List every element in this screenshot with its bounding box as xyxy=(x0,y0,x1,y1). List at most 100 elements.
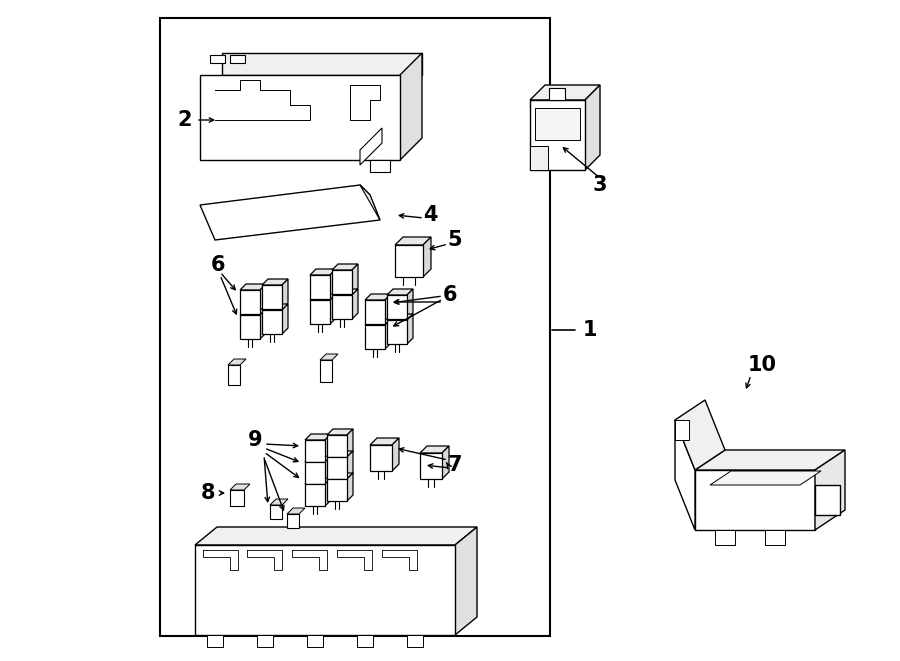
Polygon shape xyxy=(370,438,399,445)
Polygon shape xyxy=(207,635,223,647)
Polygon shape xyxy=(240,309,266,315)
Polygon shape xyxy=(270,499,288,505)
Polygon shape xyxy=(387,314,413,320)
Polygon shape xyxy=(347,473,353,501)
Polygon shape xyxy=(200,75,400,160)
Polygon shape xyxy=(675,400,725,470)
Text: 6: 6 xyxy=(443,285,457,305)
Polygon shape xyxy=(222,53,422,75)
Polygon shape xyxy=(230,484,250,490)
Text: 7: 7 xyxy=(448,455,463,475)
Polygon shape xyxy=(320,360,332,382)
Polygon shape xyxy=(287,508,305,514)
Polygon shape xyxy=(395,245,423,277)
Polygon shape xyxy=(305,434,331,440)
Polygon shape xyxy=(262,279,288,285)
Polygon shape xyxy=(257,635,273,647)
Polygon shape xyxy=(228,359,246,365)
Text: 5: 5 xyxy=(447,230,463,250)
Bar xyxy=(160,18,550,636)
Polygon shape xyxy=(195,527,477,545)
Text: 8: 8 xyxy=(201,483,215,503)
Text: 1: 1 xyxy=(583,320,598,340)
Polygon shape xyxy=(240,284,266,290)
Polygon shape xyxy=(530,146,548,170)
Polygon shape xyxy=(815,485,840,515)
Polygon shape xyxy=(357,635,373,647)
Polygon shape xyxy=(455,527,477,635)
Polygon shape xyxy=(385,294,391,324)
Polygon shape xyxy=(287,514,299,528)
Polygon shape xyxy=(407,289,413,319)
Polygon shape xyxy=(305,456,331,462)
Polygon shape xyxy=(585,85,600,170)
Polygon shape xyxy=(710,471,821,485)
Polygon shape xyxy=(530,85,600,100)
Polygon shape xyxy=(307,635,323,647)
Polygon shape xyxy=(262,304,288,310)
Polygon shape xyxy=(352,264,358,294)
Polygon shape xyxy=(260,284,266,314)
Polygon shape xyxy=(549,88,565,100)
Polygon shape xyxy=(240,290,260,314)
Polygon shape xyxy=(330,294,336,324)
Polygon shape xyxy=(395,237,431,245)
Polygon shape xyxy=(305,462,325,484)
Polygon shape xyxy=(530,100,585,170)
Text: 10: 10 xyxy=(748,355,777,375)
Polygon shape xyxy=(200,185,380,240)
Polygon shape xyxy=(695,470,815,530)
Polygon shape xyxy=(675,420,695,530)
Text: 4: 4 xyxy=(423,205,437,225)
Polygon shape xyxy=(327,435,347,457)
Polygon shape xyxy=(407,635,423,647)
Polygon shape xyxy=(332,295,352,319)
Polygon shape xyxy=(325,478,331,506)
Polygon shape xyxy=(260,309,266,339)
Polygon shape xyxy=(305,484,325,506)
Polygon shape xyxy=(310,294,336,300)
Polygon shape xyxy=(332,264,358,270)
Polygon shape xyxy=(330,269,336,299)
Polygon shape xyxy=(305,478,331,484)
Polygon shape xyxy=(365,294,391,300)
Polygon shape xyxy=(815,450,845,530)
Polygon shape xyxy=(230,490,244,506)
Polygon shape xyxy=(360,128,382,165)
Polygon shape xyxy=(262,285,282,309)
Polygon shape xyxy=(320,354,338,360)
Polygon shape xyxy=(310,275,330,299)
Polygon shape xyxy=(210,55,225,63)
Polygon shape xyxy=(365,300,385,324)
Polygon shape xyxy=(442,446,449,479)
Polygon shape xyxy=(282,304,288,334)
Polygon shape xyxy=(230,55,245,63)
Text: 9: 9 xyxy=(248,430,262,450)
Text: 6: 6 xyxy=(211,255,225,275)
Polygon shape xyxy=(282,279,288,309)
Polygon shape xyxy=(347,429,353,457)
Polygon shape xyxy=(270,505,282,519)
Polygon shape xyxy=(305,440,325,462)
Polygon shape xyxy=(327,479,347,501)
Polygon shape xyxy=(370,160,390,172)
Polygon shape xyxy=(695,450,845,470)
Text: 2: 2 xyxy=(178,110,193,130)
Polygon shape xyxy=(420,446,449,453)
Polygon shape xyxy=(195,545,455,635)
Polygon shape xyxy=(387,295,407,319)
Polygon shape xyxy=(352,289,358,319)
Polygon shape xyxy=(327,429,353,435)
Polygon shape xyxy=(392,438,399,471)
Polygon shape xyxy=(325,434,331,462)
Polygon shape xyxy=(387,289,413,295)
Polygon shape xyxy=(240,315,260,339)
Polygon shape xyxy=(228,365,240,385)
Polygon shape xyxy=(327,457,347,479)
Polygon shape xyxy=(715,530,735,545)
Text: 3: 3 xyxy=(593,175,608,195)
Polygon shape xyxy=(332,270,352,294)
Polygon shape xyxy=(332,289,358,295)
Polygon shape xyxy=(423,237,431,277)
Polygon shape xyxy=(365,325,385,349)
